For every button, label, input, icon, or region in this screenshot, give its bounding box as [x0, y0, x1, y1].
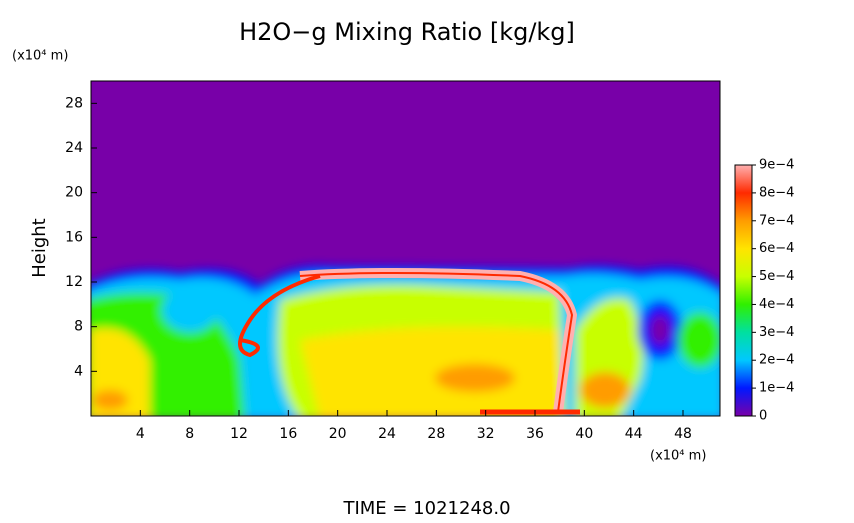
x-tick-label: 40 [575, 426, 593, 442]
orange-spot [435, 364, 515, 392]
x-tick-label: 12 [230, 426, 248, 442]
y-tick-label: 20 [65, 185, 83, 201]
field [91, 81, 720, 416]
red-arc [299, 272, 574, 413]
x-unit: (x10⁴ m) [650, 449, 706, 464]
x-tick-label: 20 [329, 426, 347, 442]
y-tick-label: 12 [65, 274, 83, 290]
x-tick-label: 44 [625, 426, 643, 442]
y-unit: (x10⁴ m) [12, 49, 68, 64]
y-tick-label: 8 [74, 319, 83, 335]
colorbar-tick-label: 3e−4 [759, 325, 794, 340]
x-tick-label: 32 [477, 426, 495, 442]
plot-frame [90, 80, 721, 417]
x-tick-label: 48 [674, 426, 692, 442]
dry-eddy [650, 315, 670, 345]
colorbar-tick-label: 6e−4 [759, 241, 794, 256]
colorbar-tick-label: 7e−4 [759, 213, 794, 228]
x-tick-label: 8 [185, 426, 194, 442]
x-tick-label: 24 [378, 426, 396, 442]
x-tick-label: 4 [136, 426, 145, 442]
x-tick-label: 28 [427, 426, 445, 442]
chart-title: H2O−g Mixing Ratio [kg/kg] [239, 18, 575, 46]
time-annotation: TIME = 1021248.0 [342, 498, 510, 519]
field-shapes [91, 265, 720, 416]
colorbar-tick-label: 8e−4 [759, 185, 794, 200]
colorbar-tick-label: 5e−4 [759, 269, 794, 284]
yellow-center [300, 326, 560, 416]
orange-right [580, 372, 630, 408]
y-tick-label: 4 [74, 363, 83, 379]
colorbar-tick-label: 9e−4 [759, 158, 794, 173]
red-swirl [238, 274, 321, 358]
y-axis-label: Height [29, 218, 50, 278]
x-tick-label: 36 [526, 426, 544, 442]
cyan-eddy [162, 288, 218, 332]
x-tick-label: 16 [279, 426, 297, 442]
colorbar-tick-label: 1e−4 [759, 381, 794, 396]
y-tick-label: 16 [65, 229, 83, 245]
colorbar-tick-label: 2e−4 [759, 353, 794, 368]
y-tick-label: 28 [65, 95, 83, 111]
colorbar [734, 164, 753, 417]
colorbar-tick-label: 0 [759, 409, 767, 424]
orange-left [92, 390, 128, 410]
colorbar-tick-label: 4e−4 [759, 297, 794, 312]
green-eddy [678, 312, 720, 368]
y-tick-label: 24 [65, 140, 83, 156]
